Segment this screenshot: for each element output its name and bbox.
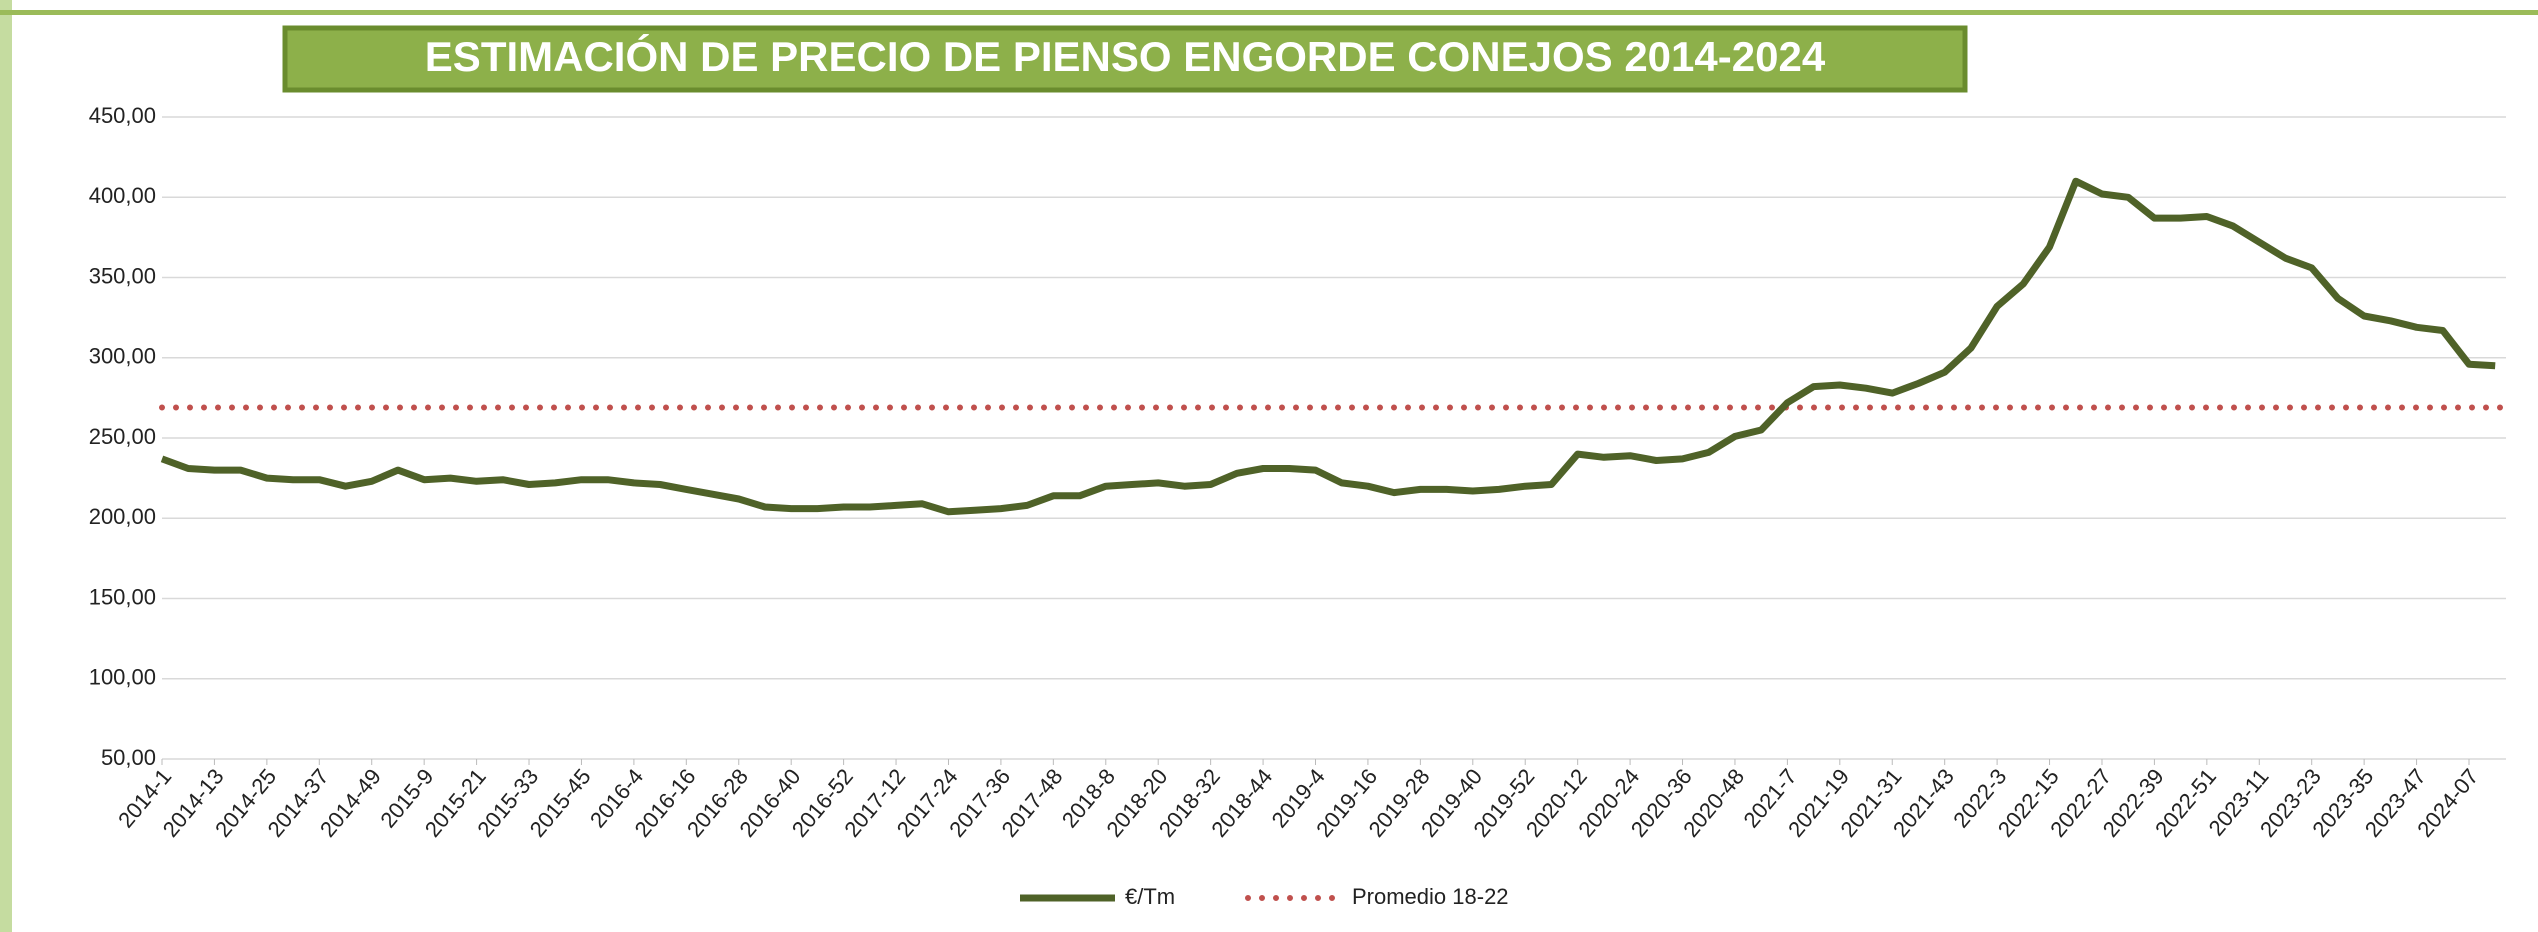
series-line xyxy=(160,177,2496,516)
y-tick-label: 100,00 xyxy=(89,665,156,690)
y-tick-label: 200,00 xyxy=(89,504,156,529)
title-box xyxy=(282,25,1968,93)
left-border xyxy=(0,0,12,932)
y-tick-label: 450,00 xyxy=(89,103,156,128)
y-tick-label: 150,00 xyxy=(89,584,156,609)
y-tick-label: 50,00 xyxy=(101,745,156,770)
y-tick-label: 250,00 xyxy=(89,424,156,449)
chart-title: ESTIMACIÓN DE PRECIO DE PIENSO ENGORDE C… xyxy=(425,32,1826,80)
y-tick-label: 400,00 xyxy=(89,183,156,208)
y-tick-label: 350,00 xyxy=(89,263,156,288)
top-border xyxy=(0,10,2538,15)
y-tick-label: 300,00 xyxy=(89,344,156,369)
legend-label: Promedio 18-22 xyxy=(1352,884,1509,909)
legend-label: €/Tm xyxy=(1125,884,1175,909)
